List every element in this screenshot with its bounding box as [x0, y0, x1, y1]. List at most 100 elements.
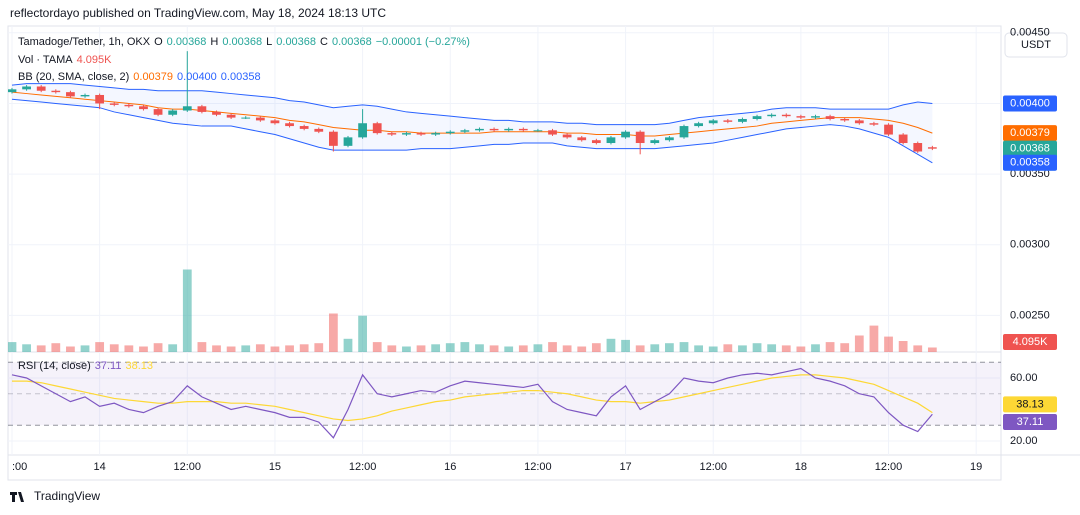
currency[interactable]: USDT	[1021, 39, 1051, 51]
volume-bar	[621, 339, 630, 352]
x-tick-label: 12:00	[349, 461, 377, 473]
rsi-value: 38.13	[125, 360, 153, 372]
candle-body	[927, 147, 937, 149]
candle-body	[8, 89, 17, 93]
candle-body	[781, 114, 791, 117]
candle-body	[884, 124, 893, 135]
candle-body	[314, 128, 324, 132]
ohlc-value: 0.00368	[222, 36, 262, 48]
rsi-value: 37.11	[95, 360, 122, 372]
x-tick-label: 17	[619, 461, 631, 473]
candle-body	[679, 126, 689, 138]
legend: RSI (14, close) 37.11 38.13	[18, 360, 153, 372]
candle-body	[36, 86, 46, 91]
candle-body	[548, 130, 557, 135]
ohlc-value: 0.00368	[167, 36, 207, 48]
rsi-band	[8, 362, 1001, 426]
candle-body	[387, 133, 397, 135]
x-tick-label: 19	[970, 461, 982, 473]
change: −0.00001 (−0.27%)	[376, 36, 470, 48]
price-badge	[1003, 414, 1057, 431]
price-badge-label: 0.00358	[1010, 157, 1050, 169]
symbol: Tamadoge/Tether, 1h, OKX	[18, 36, 151, 48]
volume-bar	[212, 345, 221, 352]
volume-bar	[66, 346, 75, 352]
volume-bar	[708, 346, 718, 352]
candle-body	[270, 120, 280, 124]
candle-body	[358, 123, 367, 138]
volume-bar	[694, 345, 703, 352]
price-badge	[1003, 125, 1057, 142]
candle-body	[372, 123, 382, 134]
candle-body	[153, 109, 163, 115]
volume-bar	[139, 346, 148, 352]
volume-bar	[927, 347, 937, 352]
volume-bar	[811, 344, 820, 352]
header: reflectordayo published on TradingView.c…	[10, 6, 386, 20]
bb-fill	[11, 83, 933, 163]
volume-bar	[679, 342, 689, 352]
candle-body	[738, 118, 747, 122]
ohlc-value: 0.00368	[332, 36, 372, 48]
price-badge-label: 0.00379	[1010, 127, 1050, 139]
volume-bar	[402, 346, 411, 352]
volume-bar	[124, 345, 134, 352]
volume-bar	[665, 343, 674, 352]
volume-bar	[723, 344, 733, 352]
candle-body	[577, 137, 587, 141]
candle-body	[299, 126, 309, 129]
candle-body	[518, 128, 528, 131]
candle-body	[402, 133, 411, 135]
candle-body	[504, 128, 514, 131]
candle-body	[694, 123, 703, 127]
volume-bar	[372, 342, 382, 352]
x-tick-label: 12:00	[174, 461, 202, 473]
currency-button[interactable]	[1004, 32, 1068, 58]
candle-body	[723, 120, 733, 122]
rsi-title: RSI (14, close)	[18, 360, 91, 372]
price-badge-label: 38.13	[1016, 398, 1044, 410]
plot	[8, 26, 1001, 455]
price-badge	[1003, 154, 1057, 171]
candle-body	[811, 116, 820, 118]
volume-bar	[343, 338, 353, 352]
candle-body	[226, 114, 236, 118]
candle-body	[606, 137, 616, 144]
y-tick-label: 0.00350	[1010, 168, 1050, 180]
y-tick-label: 20.00	[1010, 435, 1038, 447]
candle-body	[285, 123, 294, 127]
volume-bar	[51, 343, 61, 352]
bb-lower	[11, 98, 933, 164]
volume-bar	[548, 342, 557, 352]
volume-bar	[241, 345, 251, 352]
legend: Tamadoge/Tether, 1h, OKX O 0.00368 H 0.00368…	[18, 36, 470, 48]
volume-bar	[22, 344, 31, 352]
volume-bar	[8, 342, 17, 352]
volume-bar	[869, 325, 879, 352]
volume-bar	[752, 343, 762, 352]
price-badge-label: 0.00368	[1010, 143, 1050, 155]
candle-body	[635, 131, 645, 144]
volume-bar	[840, 343, 850, 352]
candle-body	[66, 92, 75, 97]
volume-bar	[913, 345, 923, 352]
x-tick-label: 12:00	[699, 461, 727, 473]
candle-body	[416, 133, 426, 135]
price-badge	[1003, 95, 1057, 112]
x-tick-label: 18	[795, 461, 807, 473]
volume-bar	[796, 346, 806, 352]
volume-bar	[80, 345, 90, 352]
candle-body	[109, 103, 119, 105]
volume-bar	[36, 345, 46, 352]
candle-body	[328, 131, 338, 146]
bb-title: BB (20, SMA, close, 2)	[18, 71, 129, 83]
volume-bar	[431, 344, 441, 352]
volume-bar	[416, 345, 426, 352]
volume-bar	[854, 335, 864, 352]
candle-body	[460, 130, 470, 132]
volume-bar	[270, 346, 280, 352]
candle-body	[913, 143, 923, 152]
y-tick-label: 0.00300	[1010, 239, 1050, 251]
